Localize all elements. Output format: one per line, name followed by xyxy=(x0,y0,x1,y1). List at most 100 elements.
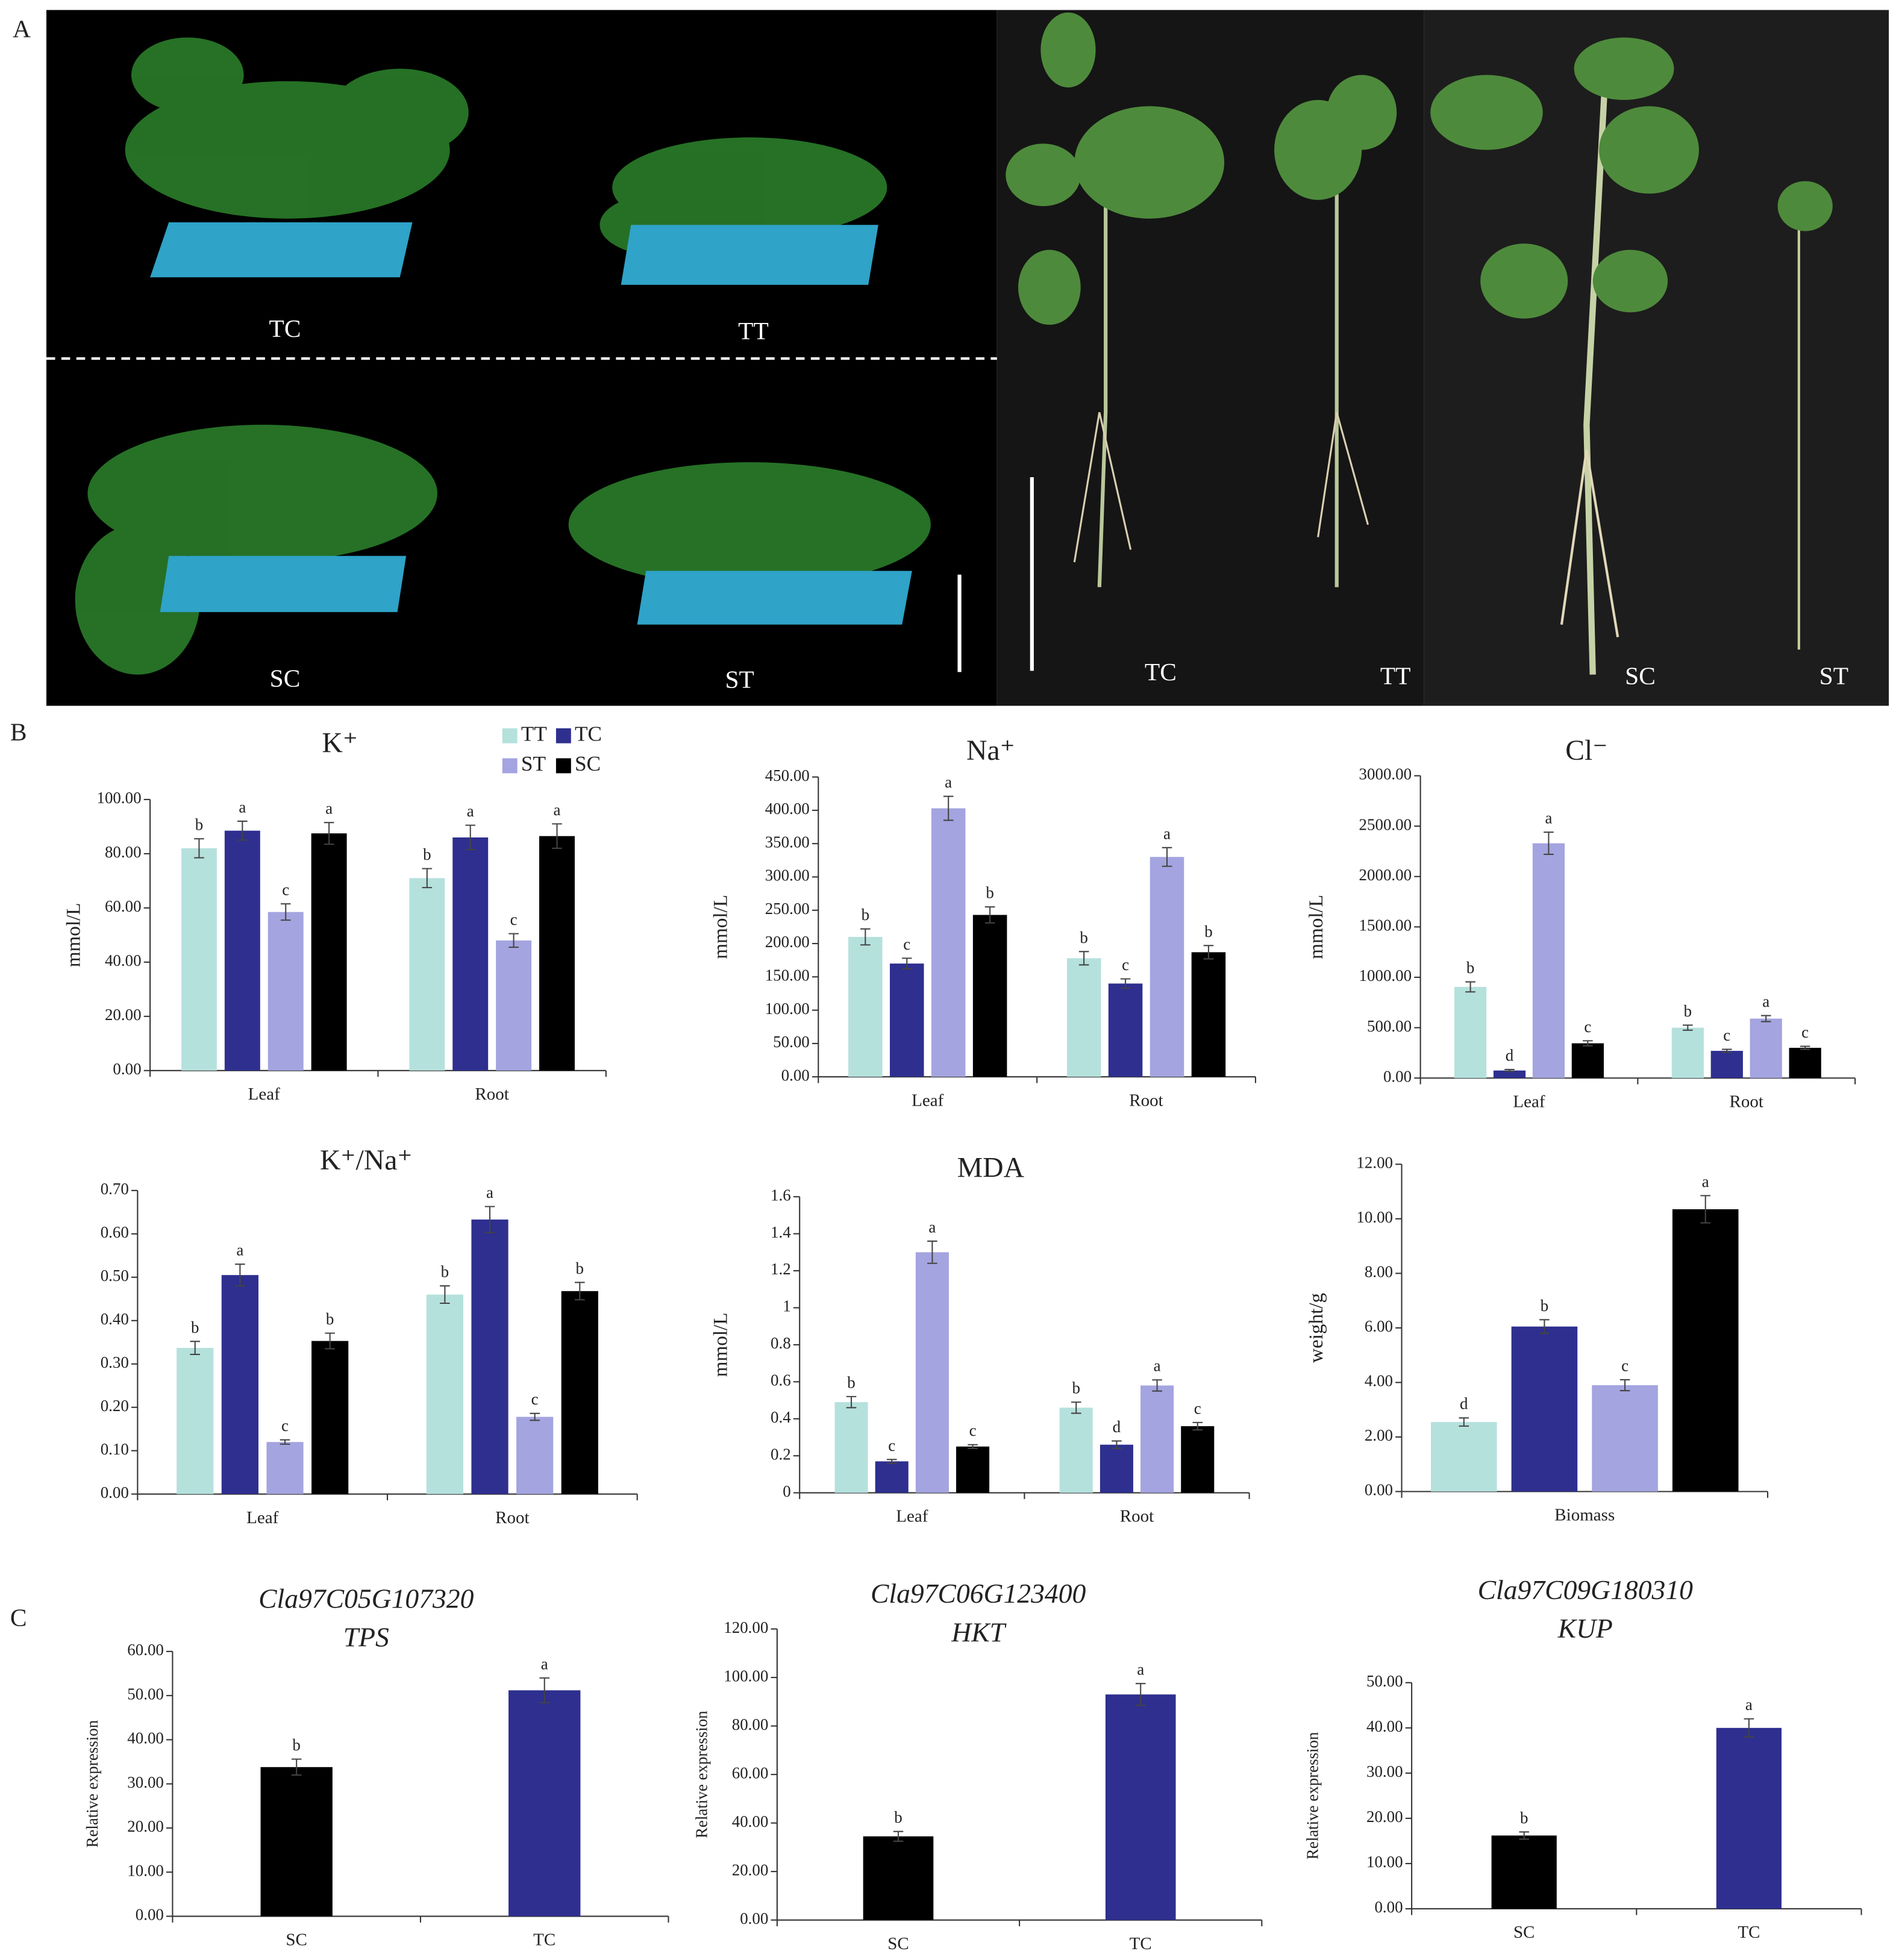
y-tick-label: 60.00 xyxy=(732,1764,769,1782)
bar xyxy=(311,833,347,1071)
y-tick-label: 8.00 xyxy=(1365,1263,1393,1281)
bar xyxy=(1671,1027,1704,1079)
y-tick-label: 60.00 xyxy=(105,897,142,915)
bar xyxy=(1191,952,1226,1077)
x-tick-label: Root xyxy=(495,1508,529,1527)
significance-letter: c xyxy=(531,1390,539,1408)
y-tick-label: 100.00 xyxy=(724,1667,768,1685)
bar xyxy=(1100,1444,1133,1493)
photo-label: ST xyxy=(1819,662,1848,689)
significance-letter: d xyxy=(1506,1046,1514,1064)
bar xyxy=(1710,1051,1743,1079)
bar xyxy=(177,1348,214,1494)
bar xyxy=(409,878,445,1071)
bar xyxy=(496,940,532,1071)
bar xyxy=(1105,1694,1176,1920)
y-tick-label: 0.00 xyxy=(740,1909,768,1927)
bar xyxy=(266,1442,304,1494)
significance-letter: b xyxy=(1520,1809,1528,1827)
bar xyxy=(1672,1209,1739,1492)
y-tick-label: 50.00 xyxy=(1366,1672,1403,1690)
x-tick-label: TC xyxy=(1130,1934,1152,1953)
legend-label: SC xyxy=(575,752,601,775)
significance-letter: c xyxy=(1621,1356,1628,1374)
significance-letter: b xyxy=(894,1808,902,1826)
significance-letter: c xyxy=(1723,1026,1730,1044)
significance-letter: b xyxy=(986,884,993,902)
significance-letter: a xyxy=(1137,1661,1144,1679)
y-tick-label: 0 xyxy=(783,1482,790,1500)
x-tick-label: Leaf xyxy=(1513,1092,1545,1111)
bar xyxy=(539,836,575,1071)
significance-letter: b xyxy=(1204,922,1212,941)
y-tick-label: 12.00 xyxy=(1356,1153,1393,1171)
y-tick-label: 450.00 xyxy=(765,766,810,784)
significance-letter: b xyxy=(441,1263,449,1281)
significance-letter: a xyxy=(1702,1173,1709,1191)
significance-letter: a xyxy=(325,800,333,818)
bar xyxy=(956,1446,990,1493)
chart-title: K⁺ xyxy=(322,728,358,759)
bar xyxy=(889,963,924,1077)
significance-letter: c xyxy=(282,881,289,899)
y-tick-label: 1500.00 xyxy=(1359,916,1412,935)
bar xyxy=(1140,1385,1174,1493)
y-tick-label: 1000.00 xyxy=(1359,966,1412,985)
y-tick-label: 0.00 xyxy=(113,1060,141,1078)
bar xyxy=(221,1275,258,1494)
y-tick-label: 350.00 xyxy=(765,833,810,851)
chart-title: Cla97C09G180310 xyxy=(1478,1574,1693,1605)
y-tick-label: 0.2 xyxy=(771,1445,791,1463)
bar xyxy=(1750,1018,1782,1079)
bar xyxy=(931,808,966,1077)
y-axis-label: Relative expression xyxy=(83,1720,101,1847)
panel-label: C xyxy=(10,1604,27,1632)
chart-title: MDA xyxy=(957,1153,1025,1184)
bar xyxy=(1454,986,1487,1079)
panel-label: B xyxy=(10,718,27,746)
bar xyxy=(863,1836,934,1920)
y-tick-label: 0.00 xyxy=(1374,1898,1403,1916)
significance-letter: a xyxy=(467,802,474,820)
x-tick-label: Root xyxy=(475,1085,508,1104)
photo-label: TT xyxy=(738,317,769,345)
bar xyxy=(1571,1043,1604,1079)
y-tick-label: 400.00 xyxy=(765,800,810,818)
y-tick-label: 0.70 xyxy=(101,1180,129,1198)
bar xyxy=(1532,843,1565,1079)
chart-subtitle: KUP xyxy=(1557,1613,1613,1644)
bar xyxy=(1431,1422,1497,1492)
significance-letter: c xyxy=(1584,1018,1591,1036)
y-tick-label: 150.00 xyxy=(765,966,810,985)
photo-label: ST xyxy=(725,666,754,694)
leaves xyxy=(1006,12,1833,325)
y-tick-label: 1.4 xyxy=(771,1223,791,1241)
bar xyxy=(224,830,260,1071)
y-tick-label: 1.6 xyxy=(771,1186,791,1204)
bar xyxy=(834,1402,868,1493)
y-tick-label: 0.40 xyxy=(101,1310,129,1328)
legend-label: TT xyxy=(521,722,547,745)
y-tick-label: 0.4 xyxy=(771,1408,791,1426)
y-tick-label: 80.00 xyxy=(105,843,142,861)
y-tick-label: 0.00 xyxy=(781,1066,810,1084)
bar xyxy=(516,1417,554,1494)
bar xyxy=(1181,1426,1215,1493)
y-tick-label: 20.00 xyxy=(127,1817,164,1835)
x-tick-label: Leaf xyxy=(912,1091,943,1110)
y-tick-label: 300.00 xyxy=(765,866,810,885)
y-tick-label: 2000.00 xyxy=(1359,866,1412,884)
significance-letter: b xyxy=(862,906,869,924)
significance-letter: b xyxy=(1541,1297,1548,1315)
chart-title: K⁺/Na⁺ xyxy=(320,1145,413,1176)
bar xyxy=(1491,1835,1557,1909)
y-tick-label: 40.00 xyxy=(732,1812,769,1830)
chart-subtitle: TPS xyxy=(343,1622,389,1653)
chart-title: Na⁺ xyxy=(966,735,1015,766)
x-tick-label: Root xyxy=(1120,1507,1154,1526)
y-tick-label: 10.00 xyxy=(127,1861,164,1879)
y-tick-label: 0.20 xyxy=(101,1397,129,1415)
bar xyxy=(508,1690,581,1917)
significance-letter: b xyxy=(326,1310,334,1328)
